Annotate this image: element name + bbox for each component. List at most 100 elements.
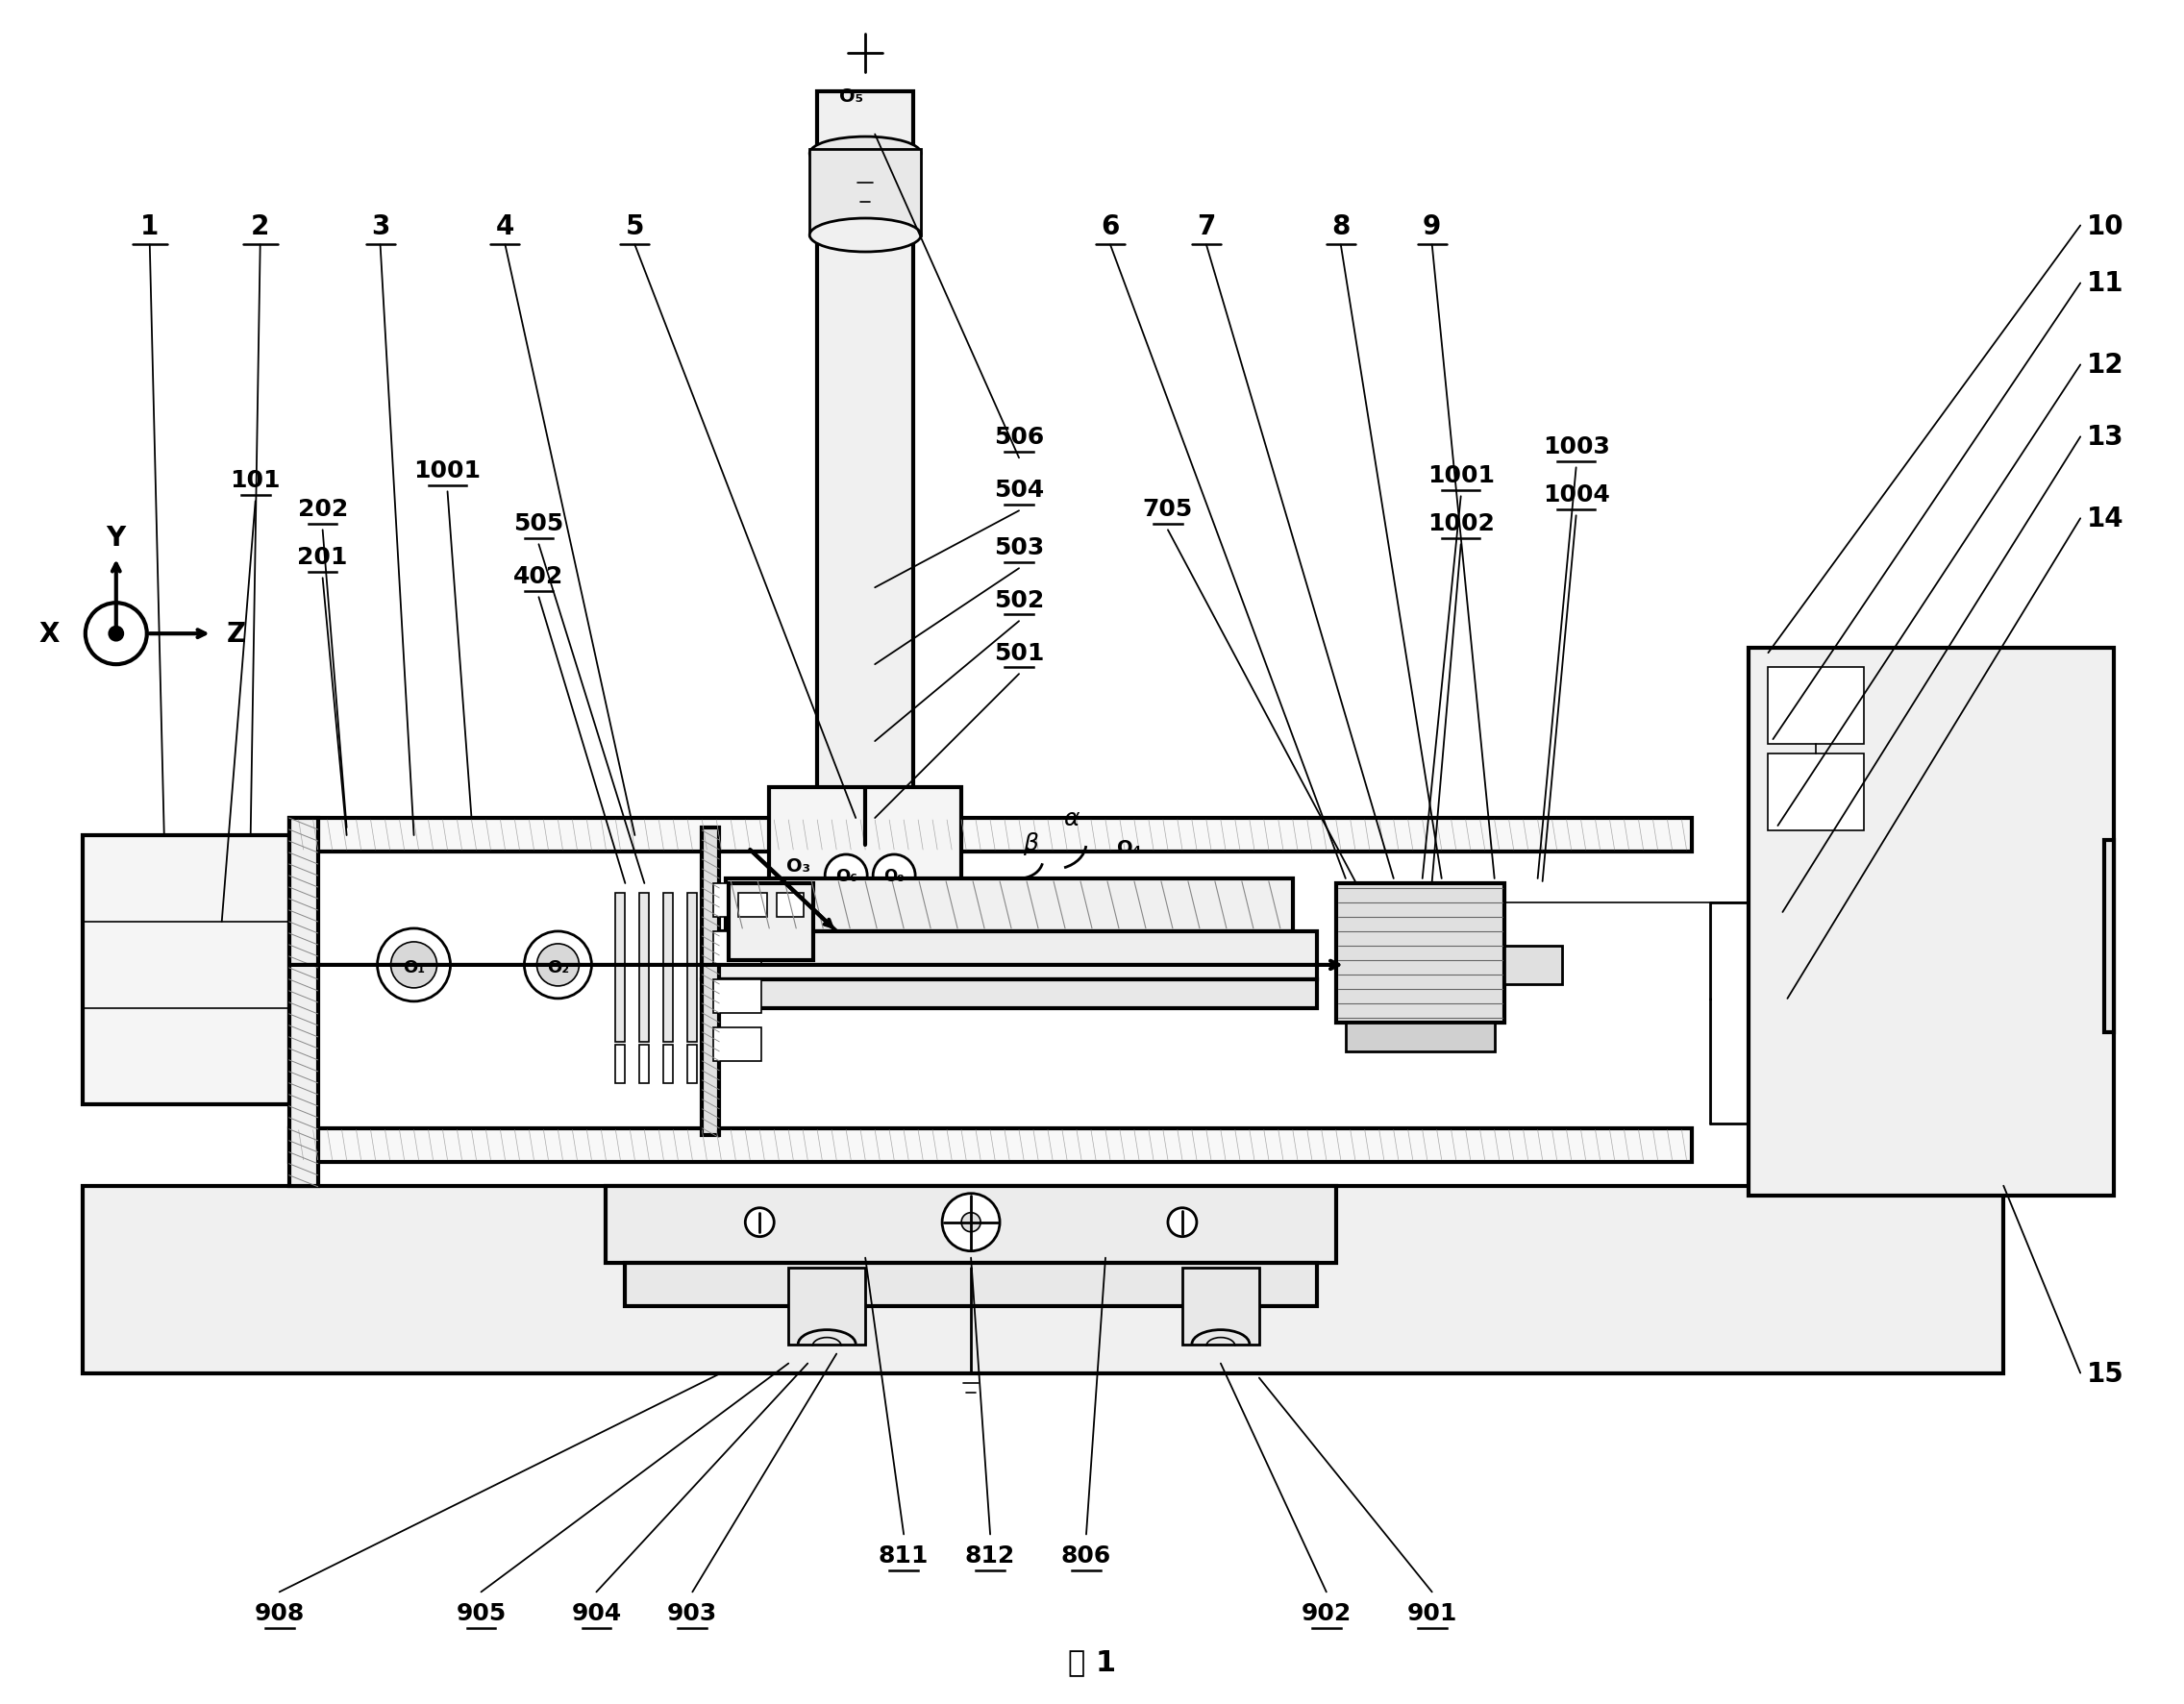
Bar bbox=[288, 818, 319, 1186]
Bar bbox=[714, 932, 762, 964]
Text: 202: 202 bbox=[297, 498, 347, 521]
Bar bbox=[1182, 1268, 1260, 1344]
Text: 6: 6 bbox=[1101, 213, 1120, 240]
Text: O₈: O₈ bbox=[885, 867, 904, 884]
Text: 2: 2 bbox=[251, 213, 269, 240]
Bar bbox=[616, 893, 625, 1043]
Bar bbox=[817, 92, 913, 845]
Bar bbox=[688, 1045, 697, 1084]
Text: 901: 901 bbox=[1406, 1602, 1457, 1624]
Circle shape bbox=[109, 627, 122, 641]
Bar bbox=[1337, 884, 1505, 1022]
Text: 505: 505 bbox=[513, 513, 563, 535]
Text: 902: 902 bbox=[1302, 1602, 1352, 1624]
Ellipse shape bbox=[810, 220, 922, 252]
Text: 1002: 1002 bbox=[1428, 513, 1494, 535]
Ellipse shape bbox=[810, 138, 922, 170]
Bar bbox=[738, 893, 767, 917]
Bar bbox=[1749, 649, 2114, 1196]
Text: X: X bbox=[39, 620, 59, 648]
Bar bbox=[1769, 668, 1865, 745]
Text: 904: 904 bbox=[572, 1602, 622, 1624]
Circle shape bbox=[378, 929, 450, 1002]
Text: 4: 4 bbox=[496, 213, 515, 240]
Circle shape bbox=[941, 1195, 1000, 1251]
Bar bbox=[640, 1045, 649, 1084]
Circle shape bbox=[874, 855, 915, 896]
Text: 1001: 1001 bbox=[413, 460, 480, 482]
Text: Y: Y bbox=[107, 525, 127, 552]
Text: 903: 903 bbox=[668, 1602, 719, 1624]
Bar bbox=[83, 835, 288, 1104]
Bar bbox=[605, 1186, 1337, 1263]
Bar bbox=[810, 150, 922, 235]
Bar bbox=[688, 893, 697, 1043]
Bar bbox=[83, 1186, 2003, 1373]
Text: 501: 501 bbox=[994, 642, 1044, 665]
Circle shape bbox=[391, 942, 437, 988]
Text: 8: 8 bbox=[1332, 213, 1350, 240]
Bar bbox=[701, 828, 719, 1135]
Text: 201: 201 bbox=[297, 545, 347, 569]
Text: O₄: O₄ bbox=[1118, 838, 1142, 857]
Text: 1004: 1004 bbox=[1542, 484, 1610, 506]
Text: 503: 503 bbox=[994, 537, 1044, 559]
Text: 5: 5 bbox=[625, 213, 644, 240]
Text: 15: 15 bbox=[2086, 1360, 2123, 1387]
Text: 402: 402 bbox=[513, 566, 563, 588]
Circle shape bbox=[524, 932, 592, 999]
Text: 905: 905 bbox=[456, 1602, 507, 1624]
Text: Z: Z bbox=[227, 620, 247, 648]
Text: α: α bbox=[1064, 808, 1079, 830]
Circle shape bbox=[961, 1213, 981, 1232]
Text: 101: 101 bbox=[229, 469, 280, 492]
Bar bbox=[288, 1128, 1690, 1162]
Bar bbox=[725, 879, 1293, 932]
Circle shape bbox=[85, 603, 146, 665]
Circle shape bbox=[537, 944, 579, 987]
Text: O₅: O₅ bbox=[839, 87, 863, 106]
Bar bbox=[1345, 1022, 1494, 1051]
Text: 506: 506 bbox=[994, 426, 1044, 448]
Bar bbox=[616, 1045, 625, 1084]
Bar bbox=[701, 980, 1317, 1009]
Text: O₂: O₂ bbox=[546, 959, 570, 976]
Text: 14: 14 bbox=[2086, 506, 2123, 532]
Text: 13: 13 bbox=[2086, 424, 2123, 452]
Bar bbox=[788, 1268, 865, 1344]
Circle shape bbox=[826, 855, 867, 896]
Text: 1: 1 bbox=[140, 213, 159, 240]
Text: O₃: O₃ bbox=[786, 857, 810, 876]
Text: 图 1: 图 1 bbox=[1068, 1648, 1116, 1675]
Bar bbox=[640, 893, 649, 1043]
Bar bbox=[714, 1028, 762, 1062]
Text: 9: 9 bbox=[1422, 213, 1441, 240]
Text: 11: 11 bbox=[2086, 271, 2123, 296]
Text: 705: 705 bbox=[1142, 498, 1192, 521]
Bar bbox=[729, 884, 812, 961]
Circle shape bbox=[1168, 1208, 1197, 1237]
Bar bbox=[1505, 946, 1562, 985]
Text: 10: 10 bbox=[2086, 213, 2123, 240]
Text: 504: 504 bbox=[994, 479, 1044, 501]
Text: 812: 812 bbox=[965, 1544, 1016, 1568]
Text: 806: 806 bbox=[1061, 1544, 1112, 1568]
Bar bbox=[714, 884, 762, 917]
Bar bbox=[2105, 840, 2114, 1033]
Bar bbox=[778, 893, 804, 917]
Circle shape bbox=[745, 1208, 773, 1237]
Bar bbox=[1769, 755, 1865, 832]
Text: 12: 12 bbox=[2086, 353, 2123, 378]
Text: β: β bbox=[1022, 832, 1037, 855]
Text: O₁: O₁ bbox=[402, 959, 426, 976]
Bar bbox=[769, 787, 961, 946]
Text: 811: 811 bbox=[878, 1544, 928, 1568]
Text: 7: 7 bbox=[1197, 213, 1216, 240]
Text: 1003: 1003 bbox=[1542, 436, 1610, 458]
Bar bbox=[664, 893, 673, 1043]
Text: 908: 908 bbox=[253, 1602, 304, 1624]
Bar bbox=[714, 980, 762, 1014]
Text: 3: 3 bbox=[371, 213, 389, 240]
Text: 502: 502 bbox=[994, 590, 1044, 612]
Bar bbox=[288, 818, 1690, 852]
